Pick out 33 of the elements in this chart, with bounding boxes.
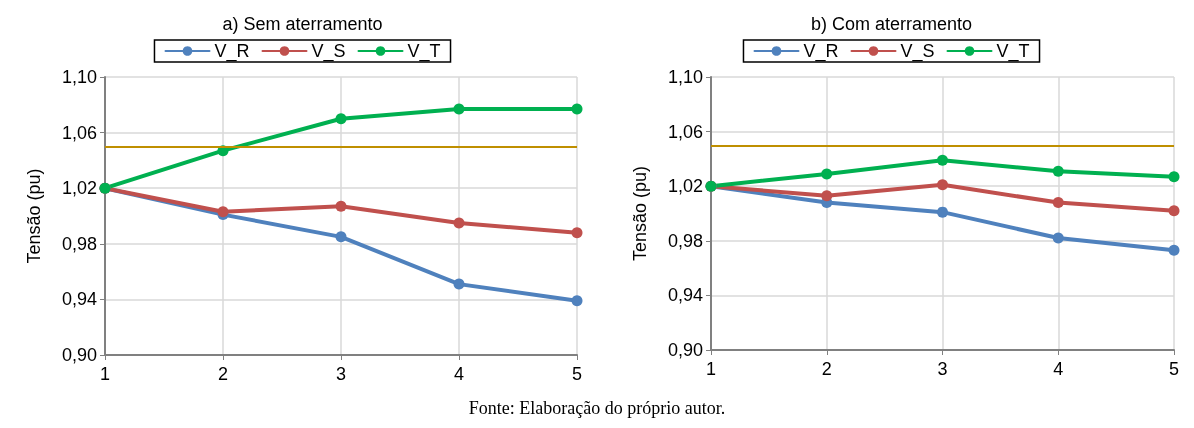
x-tick-label: 1 — [705, 359, 717, 379]
y-tick-label: 1,02 — [61, 178, 97, 199]
x-tick-label: 2 — [821, 359, 832, 379]
y-tick-label: 1,06 — [667, 121, 703, 142]
legend-label: V_R — [214, 41, 250, 62]
y-tick-label: 0,94 — [667, 285, 703, 306]
legend-label: V_R — [803, 41, 839, 62]
y-tick-label: 0,98 — [667, 230, 703, 251]
source-note: Fonte: Elaboração do próprio autor. — [467, 398, 727, 418]
x-tick-label: 3 — [335, 364, 347, 384]
chart-title: a) Sem aterramento — [222, 14, 383, 34]
legend-label: V_T — [407, 41, 441, 62]
legend-label: V_S — [900, 41, 935, 62]
x-tick-label: 5 — [1168, 359, 1180, 379]
x-tick-label: 2 — [217, 364, 229, 384]
y-tick-label: 0,94 — [61, 289, 97, 310]
x-tick-label: 1 — [99, 364, 111, 384]
chart-title: b) Com aterramento — [810, 14, 973, 34]
y-tick-label: 1,10 — [667, 67, 703, 87]
legend-label: V_T — [996, 41, 1030, 62]
x-tick-label: 5 — [571, 364, 583, 384]
legend-label: V_S — [311, 41, 346, 62]
y-tick-label: 1,06 — [61, 122, 97, 143]
y-tick-label: 1,02 — [667, 176, 703, 197]
y-tick-label: 0,90 — [61, 345, 97, 365]
y-tick-label: 0,90 — [667, 340, 703, 360]
x-tick-label: 4 — [453, 364, 465, 384]
y-axis-title: Tensão (pu) — [630, 165, 650, 262]
y-axis-title: Tensão (pu) — [24, 168, 44, 264]
y-tick-label: 1,10 — [61, 67, 97, 87]
y-tick-label: 0,98 — [61, 233, 97, 254]
x-tick-label: 4 — [1053, 359, 1064, 379]
x-tick-label: 3 — [937, 359, 948, 379]
